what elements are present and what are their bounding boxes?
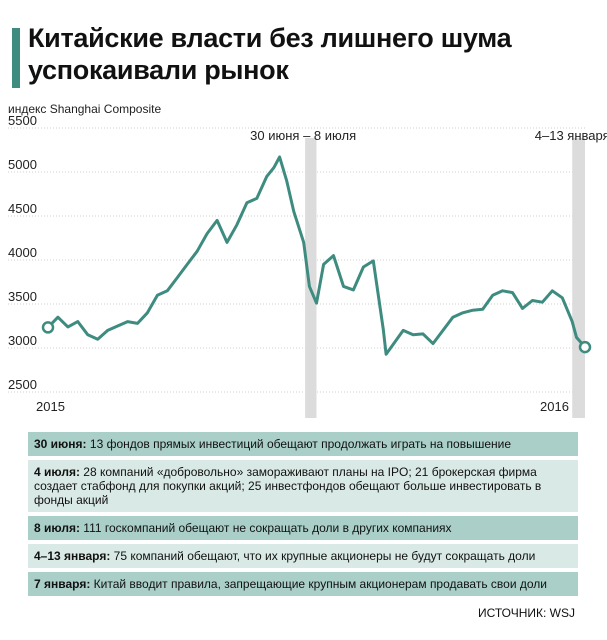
y-tick-label: 5000 bbox=[8, 157, 37, 172]
band-label: 4–13 января bbox=[535, 128, 607, 143]
chart-title: Китайские власти без лишнего шума успока… bbox=[28, 23, 512, 85]
note-item: 8 июля: 111 госкомпаний обещают не сокра… bbox=[28, 516, 578, 540]
y-tick-label: 4000 bbox=[8, 245, 37, 260]
y-tick-label: 4500 bbox=[8, 201, 37, 216]
title-accent-bar bbox=[12, 28, 20, 88]
highlight-band bbox=[572, 138, 585, 418]
line-chart: индекс Shanghai Composite 2500 3000 3500 400… bbox=[8, 102, 607, 418]
source-label: ИСТОЧНИК: WSJ bbox=[477, 606, 575, 620]
end-point-marker bbox=[578, 340, 592, 354]
x-start-label: 2015 bbox=[36, 399, 65, 414]
y-axis-label: индекс Shanghai Composite bbox=[8, 102, 161, 116]
note-item: 7 января: Китай вводит правила, запрещаю… bbox=[28, 572, 578, 596]
note-item: 4–13 января: 75 компаний обещают, что их… bbox=[28, 544, 578, 568]
note-item: 30 июня: 13 фондов прямых инвестиций обе… bbox=[28, 432, 578, 456]
y-tick-label: 2500 bbox=[8, 377, 37, 392]
start-point-marker bbox=[41, 321, 55, 334]
notes-list: 30 июня: 13 фондов прямых инвестиций обе… bbox=[28, 432, 578, 600]
y-tick-label: 3500 bbox=[8, 289, 37, 304]
band-label: 30 июня – 8 июля bbox=[250, 128, 356, 143]
highlight-band bbox=[305, 138, 317, 418]
series-line bbox=[46, 155, 587, 356]
y-tick-label: 5500 bbox=[8, 113, 37, 128]
x-end-label: 2016 bbox=[540, 399, 569, 414]
y-tick-label: 3000 bbox=[8, 333, 37, 348]
note-item: 4 июля: 28 компаний «добровольно» замора… bbox=[28, 460, 578, 512]
